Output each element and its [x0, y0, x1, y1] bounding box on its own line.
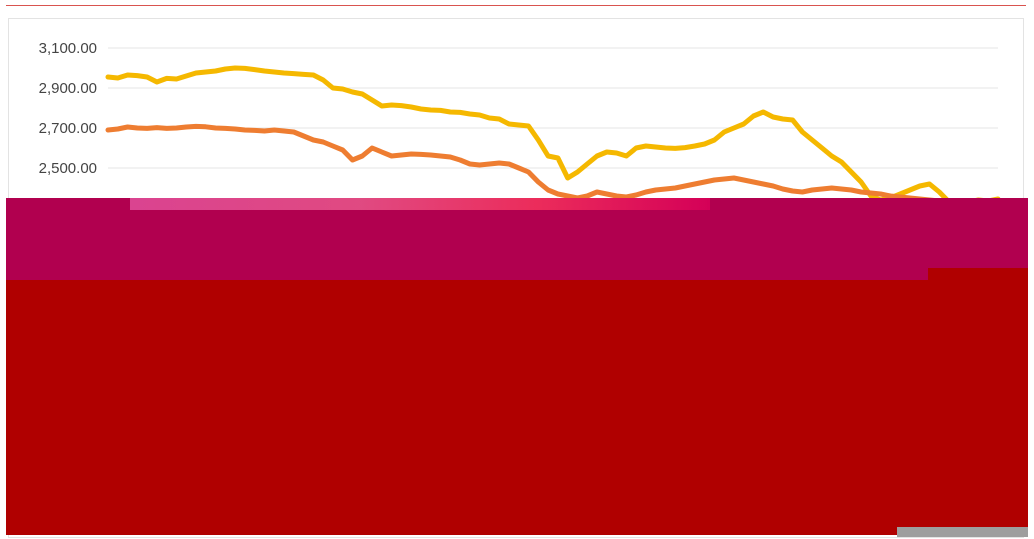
- y-tick-label: 2,500.00: [39, 160, 97, 177]
- series-lines: [105, 65, 1001, 209]
- y-axis-ticks: 3,100.002,900.002,700.002,500.002,300.00: [39, 40, 97, 217]
- series-line-1: [105, 65, 1001, 207]
- y-tick-label: 3,100.00: [39, 40, 97, 57]
- grey-corner-block: [897, 527, 1028, 537]
- redaction-block: [6, 280, 1028, 535]
- top-rule: [6, 5, 1026, 6]
- redaction-band: [6, 198, 1028, 280]
- redaction-notch: [928, 268, 1028, 282]
- y-tick-label: 2,900.00: [39, 80, 97, 97]
- y-tick-label: 2,700.00: [39, 120, 97, 137]
- series-line-2: [105, 123, 1001, 209]
- redaction-strip: [130, 198, 710, 210]
